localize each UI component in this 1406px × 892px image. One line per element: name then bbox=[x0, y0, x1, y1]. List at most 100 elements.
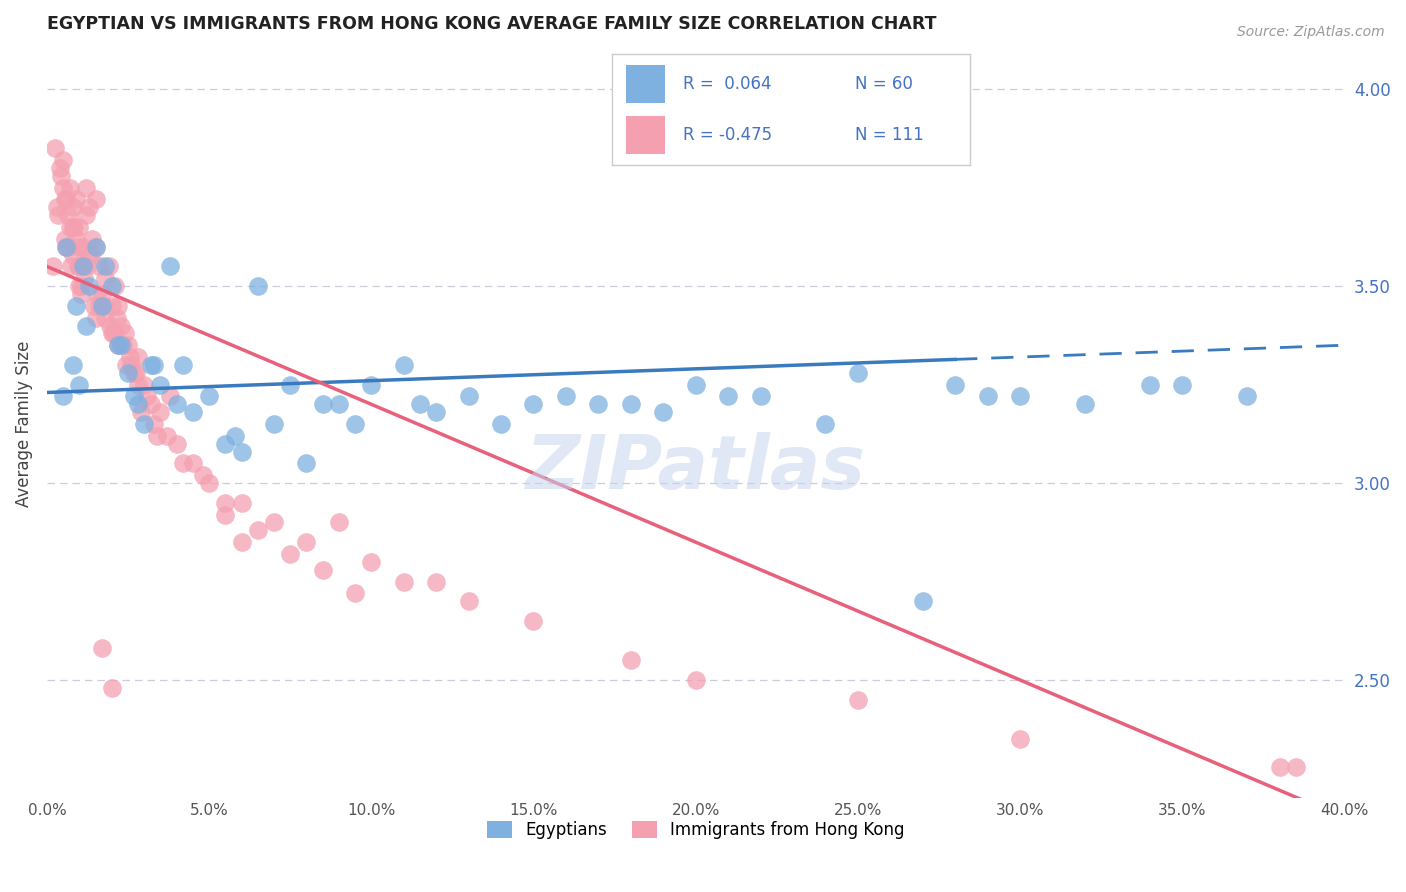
Text: ZIPatlas: ZIPatlas bbox=[526, 433, 866, 506]
Point bbox=[124, 366, 146, 380]
Point bbox=[278, 377, 301, 392]
Point bbox=[149, 377, 172, 392]
Point bbox=[76, 260, 98, 274]
Point bbox=[51, 169, 73, 183]
Point bbox=[814, 417, 837, 431]
Point bbox=[344, 417, 367, 431]
Point bbox=[98, 318, 121, 333]
Point bbox=[63, 220, 86, 235]
Point bbox=[142, 417, 165, 431]
Point bbox=[1236, 389, 1258, 403]
Point bbox=[231, 496, 253, 510]
FancyBboxPatch shape bbox=[626, 65, 665, 103]
Point bbox=[77, 200, 100, 214]
Point bbox=[263, 516, 285, 530]
Point bbox=[685, 377, 707, 392]
Point bbox=[846, 366, 869, 380]
Point bbox=[120, 358, 142, 372]
Point bbox=[67, 377, 90, 392]
Point bbox=[104, 279, 127, 293]
Point bbox=[75, 180, 97, 194]
Point bbox=[100, 326, 122, 341]
Point bbox=[103, 326, 125, 341]
Point bbox=[66, 260, 89, 274]
Point bbox=[53, 232, 76, 246]
Point bbox=[67, 260, 90, 274]
Point bbox=[295, 456, 318, 470]
Point bbox=[110, 338, 132, 352]
Point bbox=[166, 436, 188, 450]
Point bbox=[1008, 732, 1031, 747]
Point bbox=[652, 405, 675, 419]
Point bbox=[87, 299, 110, 313]
Point bbox=[73, 271, 96, 285]
Point bbox=[139, 358, 162, 372]
Point bbox=[231, 444, 253, 458]
Point bbox=[94, 310, 117, 325]
Point bbox=[117, 366, 139, 380]
Point bbox=[62, 200, 84, 214]
Point bbox=[91, 299, 114, 313]
Point bbox=[489, 417, 512, 431]
Point bbox=[62, 247, 84, 261]
Point bbox=[129, 405, 152, 419]
Point bbox=[522, 397, 544, 411]
FancyBboxPatch shape bbox=[626, 116, 665, 154]
Text: Source: ZipAtlas.com: Source: ZipAtlas.com bbox=[1237, 25, 1385, 39]
Point bbox=[146, 429, 169, 443]
Point bbox=[127, 377, 149, 392]
Point bbox=[749, 389, 772, 403]
Point bbox=[117, 338, 139, 352]
Point bbox=[263, 417, 285, 431]
Point bbox=[60, 260, 83, 274]
Point bbox=[91, 641, 114, 656]
Point bbox=[246, 524, 269, 538]
Point bbox=[124, 389, 146, 403]
Point bbox=[360, 377, 382, 392]
Point bbox=[94, 271, 117, 285]
Point bbox=[118, 350, 141, 364]
Point bbox=[457, 594, 479, 608]
Point bbox=[554, 389, 576, 403]
Point bbox=[75, 318, 97, 333]
Point bbox=[136, 389, 159, 403]
Point bbox=[457, 389, 479, 403]
Point bbox=[84, 310, 107, 325]
Point bbox=[52, 389, 75, 403]
Point bbox=[159, 260, 181, 274]
Point bbox=[62, 358, 84, 372]
Text: N = 60: N = 60 bbox=[855, 75, 914, 93]
Point bbox=[139, 397, 162, 411]
Point bbox=[198, 389, 221, 403]
Point bbox=[97, 260, 120, 274]
Point bbox=[159, 389, 181, 403]
Point bbox=[49, 161, 72, 175]
Point bbox=[87, 260, 110, 274]
Point bbox=[100, 279, 122, 293]
Point bbox=[52, 153, 75, 167]
Point bbox=[231, 535, 253, 549]
Point bbox=[55, 240, 77, 254]
Point bbox=[53, 193, 76, 207]
Point bbox=[112, 338, 135, 352]
Point bbox=[42, 260, 65, 274]
Point bbox=[45, 200, 67, 214]
Point bbox=[65, 232, 87, 246]
Point bbox=[311, 397, 333, 411]
Point bbox=[246, 279, 269, 293]
Point bbox=[1268, 759, 1291, 773]
Point bbox=[65, 193, 87, 207]
Point bbox=[52, 180, 75, 194]
Point bbox=[66, 240, 89, 254]
Point bbox=[84, 193, 107, 207]
Point bbox=[67, 279, 90, 293]
Point bbox=[134, 417, 156, 431]
Point bbox=[44, 141, 66, 155]
Point bbox=[425, 405, 447, 419]
Point bbox=[91, 287, 114, 301]
Point bbox=[134, 377, 156, 392]
Point bbox=[191, 468, 214, 483]
Point bbox=[214, 436, 236, 450]
Point bbox=[425, 574, 447, 589]
Point bbox=[84, 240, 107, 254]
